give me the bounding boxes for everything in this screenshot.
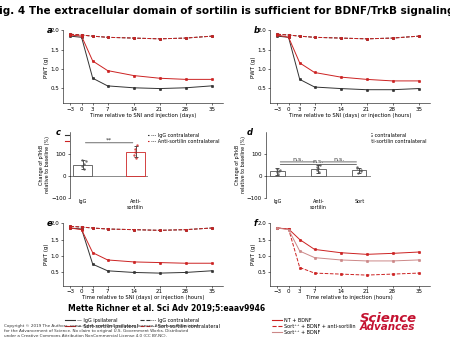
Text: f: f xyxy=(254,219,258,228)
Point xyxy=(79,163,86,169)
Point xyxy=(274,166,281,171)
Text: b: b xyxy=(254,26,260,35)
Bar xyxy=(270,171,284,176)
Point xyxy=(131,147,138,152)
Point xyxy=(355,170,362,176)
Text: n.s.: n.s. xyxy=(333,157,344,162)
X-axis label: Time relative to SNI (days) or injection (hours): Time relative to SNI (days) or injection… xyxy=(288,113,411,118)
Point xyxy=(274,171,282,176)
Point xyxy=(274,169,281,174)
Point xyxy=(315,169,322,174)
Text: d: d xyxy=(247,128,252,137)
Point xyxy=(134,142,141,148)
Text: a: a xyxy=(47,26,53,35)
Text: Mette Richner et al. Sci Adv 2019;5:eaav9946: Mette Richner et al. Sci Adv 2019;5:eaav… xyxy=(68,303,265,312)
Point xyxy=(314,164,321,169)
Point xyxy=(130,152,137,158)
Y-axis label: Change of pTrkB
relative to baseline (%): Change of pTrkB relative to baseline (%) xyxy=(39,136,50,193)
Point xyxy=(133,155,140,161)
Point xyxy=(78,158,86,163)
Point xyxy=(82,159,90,164)
Y-axis label: PWT (g): PWT (g) xyxy=(252,244,256,265)
Point xyxy=(131,149,139,154)
X-axis label: Time relative to injection (hours): Time relative to injection (hours) xyxy=(306,295,393,300)
Point xyxy=(275,168,282,174)
Text: Science: Science xyxy=(360,312,417,325)
Text: Advances: Advances xyxy=(360,322,415,332)
Text: n.s.: n.s. xyxy=(313,159,324,164)
Bar xyxy=(126,152,145,176)
Y-axis label: Change of pTrkB
relative to baseline (%): Change of pTrkB relative to baseline (%) xyxy=(235,136,246,193)
Point xyxy=(353,165,360,171)
Point xyxy=(358,169,365,174)
Text: Fig. 4 The extracellular domain of sortilin is sufficient for BDNF/TrkB signalin: Fig. 4 The extracellular domain of sorti… xyxy=(0,6,450,16)
Legend: — IgG ipsilateral, — Anti-sortilin ipsilateral, --- IgG contralateral, --- Anti-: — IgG ipsilateral, — Anti-sortilin ipsil… xyxy=(272,133,426,144)
Text: n.s.: n.s. xyxy=(292,157,304,162)
Y-axis label: PWT (g): PWT (g) xyxy=(45,56,50,77)
Point xyxy=(358,167,365,172)
Text: c: c xyxy=(56,128,61,137)
Y-axis label: PWT (g): PWT (g) xyxy=(252,56,256,77)
X-axis label: Time relative to SNI (days) or injection (hours): Time relative to SNI (days) or injection… xyxy=(81,295,204,300)
X-axis label: Time relative to SNI and injection (days): Time relative to SNI and injection (days… xyxy=(90,113,196,118)
Point xyxy=(316,163,324,168)
Bar xyxy=(311,169,325,176)
Text: e: e xyxy=(47,219,53,228)
Point xyxy=(313,168,320,173)
Point xyxy=(80,167,87,172)
Legend: — IgG ipsilateral, — Sort-sortilin ipsilateral, --- IgG contralateral, --- Sort-: — IgG ipsilateral, — Sort-sortilin ipsil… xyxy=(65,318,220,329)
Point xyxy=(353,165,360,170)
Text: **: ** xyxy=(106,138,112,143)
Point xyxy=(314,165,321,171)
Bar xyxy=(352,170,366,176)
Legend: — IgG ipsilateral, — Anti-sortilin ipsilateral, --- IgG contralateral, --- Anti-: — IgG ipsilateral, — Anti-sortilin ipsil… xyxy=(65,133,219,144)
Point xyxy=(81,161,88,166)
Y-axis label: PWT (g): PWT (g) xyxy=(45,244,50,265)
Text: Copyright © 2019 The Authors, some rights reserved; exclusive licensee American : Copyright © 2019 The Authors, some right… xyxy=(4,324,199,338)
Point xyxy=(276,167,284,172)
Legend: NT + BDNF, Sort⁺⁺ + BDNF + anti-sortilin, Sort⁺⁺ + BDNF: NT + BDNF, Sort⁺⁺ + BDNF + anti-sortilin… xyxy=(272,318,355,335)
Bar xyxy=(73,165,92,176)
